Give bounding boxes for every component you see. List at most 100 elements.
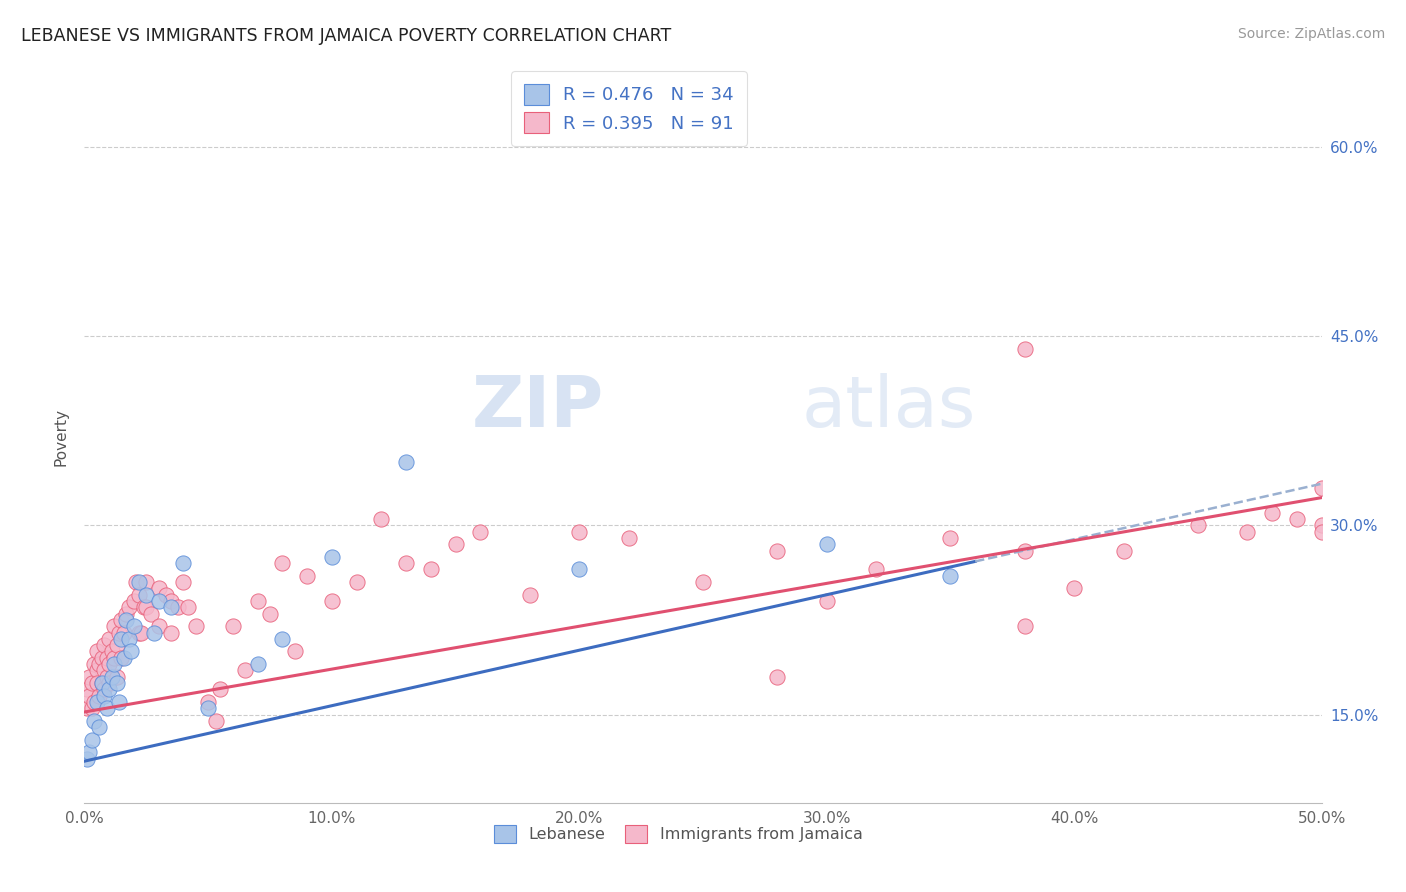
Point: [444, 537, 467, 551]
Point: [160, 600, 183, 615]
Point: [184, 619, 207, 633]
Point: [128, 625, 150, 640]
Point: [148, 582, 170, 596]
Point: [110, 613, 132, 627]
Point: [148, 594, 170, 608]
Point: [160, 594, 183, 608]
Point: [120, 644, 142, 658]
Point: [110, 632, 132, 646]
Point: [148, 619, 170, 633]
Point: [129, 625, 152, 640]
Point: [1014, 543, 1036, 558]
Point: [80, 732, 103, 747]
Point: [246, 594, 269, 608]
Point: [246, 657, 269, 671]
Point: [865, 562, 887, 576]
Point: [346, 575, 368, 590]
Point: [122, 619, 145, 633]
Text: LEBANESE VS IMMIGRANTS FROM JAMAICA POVERTY CORRELATION CHART: LEBANESE VS IMMIGRANTS FROM JAMAICA POVE…: [21, 27, 671, 45]
Point: [79, 670, 101, 684]
Point: [93, 638, 115, 652]
Point: [118, 600, 141, 615]
Point: [83, 714, 105, 728]
Point: [96, 701, 118, 715]
Point: [103, 657, 125, 671]
Point: [83, 657, 105, 671]
Point: [135, 600, 157, 615]
Y-axis label: Poverty: Poverty: [53, 408, 69, 467]
Point: [233, 664, 256, 678]
Point: [135, 588, 157, 602]
Point: [96, 650, 118, 665]
Point: [519, 588, 541, 602]
Point: [76, 752, 98, 766]
Point: [172, 575, 194, 590]
Point: [271, 556, 294, 570]
Point: [89, 657, 111, 671]
Point: [177, 600, 200, 615]
Point: [132, 600, 155, 615]
Point: [80, 676, 103, 690]
Point: [167, 600, 190, 615]
Point: [112, 625, 135, 640]
Point: [105, 638, 128, 652]
Point: [939, 569, 962, 583]
Point: [470, 524, 492, 539]
Point: [209, 682, 232, 697]
Point: [100, 670, 122, 684]
Text: Source: ZipAtlas.com: Source: ZipAtlas.com: [1237, 27, 1385, 41]
Point: [692, 575, 714, 590]
Point: [89, 720, 111, 734]
Point: [76, 682, 98, 697]
Point: [93, 664, 115, 678]
Point: [939, 531, 962, 545]
Point: [141, 607, 163, 621]
Point: [321, 549, 343, 564]
Point: [172, 556, 194, 570]
Point: [110, 650, 132, 665]
Point: [98, 676, 121, 690]
Point: [86, 644, 108, 658]
Point: [105, 676, 128, 690]
Point: [568, 524, 591, 539]
Point: [93, 689, 115, 703]
Point: [115, 613, 138, 627]
Point: [79, 689, 101, 703]
Point: [815, 594, 838, 608]
Point: [1063, 582, 1085, 596]
Point: [568, 562, 591, 576]
Point: [295, 569, 318, 583]
Point: [222, 619, 245, 633]
Point: [103, 650, 125, 665]
Point: [766, 543, 789, 558]
Point: [125, 575, 148, 590]
Point: [815, 537, 838, 551]
Point: [1187, 518, 1209, 533]
Point: [419, 562, 441, 576]
Point: [98, 682, 121, 697]
Point: [617, 531, 640, 545]
Point: [76, 701, 98, 715]
Point: [128, 588, 150, 602]
Point: [1310, 518, 1333, 533]
Point: [1112, 543, 1135, 558]
Point: [83, 695, 105, 709]
Point: [90, 676, 112, 690]
Point: [271, 632, 294, 646]
Point: [98, 632, 121, 646]
Point: [197, 701, 219, 715]
Point: [112, 650, 135, 665]
Point: [395, 556, 418, 570]
Point: [122, 594, 145, 608]
Point: [1236, 524, 1258, 539]
Point: [105, 670, 128, 684]
Point: [79, 745, 101, 759]
Point: [321, 594, 343, 608]
Point: [1261, 506, 1284, 520]
Point: [86, 664, 108, 678]
Point: [103, 619, 125, 633]
Point: [128, 575, 150, 590]
Point: [96, 670, 118, 684]
Point: [90, 650, 112, 665]
Text: ZIP: ZIP: [472, 374, 605, 442]
